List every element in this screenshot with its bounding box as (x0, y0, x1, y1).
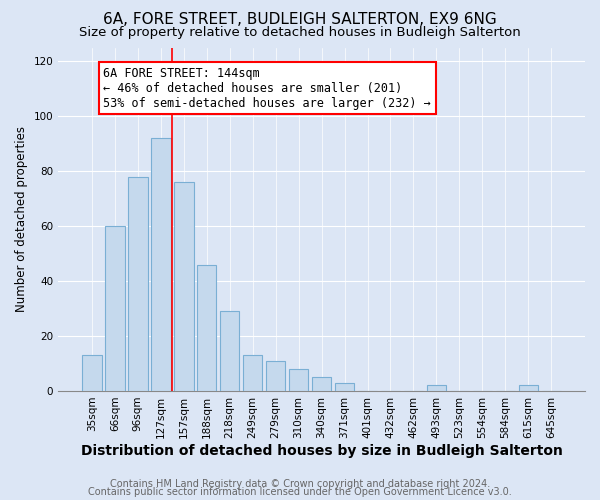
Bar (105, 226, 125, 391)
Text: Size of property relative to detached houses in Budleigh Salterton: Size of property relative to detached ho… (79, 26, 521, 39)
Bar (427, 386, 446, 391)
Text: 6A FORE STREET: 144sqm
← 46% of detached houses are smaller (201)
53% of semi-de: 6A FORE STREET: 144sqm ← 46% of detached… (103, 66, 431, 110)
Text: Contains public sector information licensed under the Open Government Licence v3: Contains public sector information licen… (88, 487, 512, 497)
Bar (197, 264, 217, 391)
Bar (289, 369, 308, 391)
Bar (220, 312, 239, 391)
Bar (335, 382, 355, 391)
Bar (174, 182, 194, 391)
Bar (243, 355, 262, 391)
Bar (518, 386, 538, 391)
Bar (82, 355, 101, 391)
Bar (128, 176, 148, 391)
Text: Contains HM Land Registry data © Crown copyright and database right 2024.: Contains HM Land Registry data © Crown c… (110, 479, 490, 489)
Bar (151, 138, 170, 391)
Bar (266, 360, 286, 391)
Text: 6A, FORE STREET, BUDLEIGH SALTERTON, EX9 6NG: 6A, FORE STREET, BUDLEIGH SALTERTON, EX9… (103, 12, 497, 28)
X-axis label: Distribution of detached houses by size in Budleigh Salterton: Distribution of detached houses by size … (80, 444, 563, 458)
Y-axis label: Number of detached properties: Number of detached properties (15, 126, 28, 312)
Bar (312, 377, 331, 391)
